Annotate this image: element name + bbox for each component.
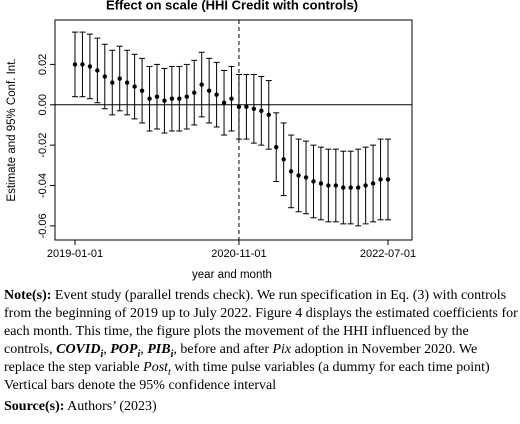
- point: [102, 74, 108, 79]
- point: [259, 108, 264, 114]
- point: [177, 96, 182, 101]
- subscript: t: [168, 366, 171, 378]
- point: [184, 94, 189, 99]
- subscript: i: [170, 348, 174, 360]
- point: [311, 179, 316, 184]
- point: [326, 183, 331, 188]
- point: [236, 104, 242, 109]
- point: [162, 98, 167, 103]
- point: [318, 181, 324, 186]
- point: [124, 80, 130, 85]
- point: [139, 88, 145, 93]
- point: [87, 64, 93, 69]
- point: [199, 82, 204, 87]
- point: [355, 185, 361, 190]
- point: [117, 76, 122, 81]
- point: [206, 88, 212, 93]
- subscript: i: [100, 348, 104, 360]
- point: [221, 100, 227, 105]
- point: [132, 84, 137, 89]
- point: [348, 185, 353, 190]
- point: [229, 96, 234, 101]
- variable: COVID: [56, 342, 101, 357]
- source-label: Source(s):: [4, 399, 65, 414]
- point: [72, 62, 78, 67]
- source: Source(s): Authors’ (2023): [4, 398, 518, 416]
- y-tick-label: 0.00: [37, 94, 49, 115]
- point: [95, 68, 100, 73]
- variable: Post: [143, 360, 169, 375]
- note-text: with time pulse variables (a dummy for e…: [4, 360, 490, 393]
- point: [363, 183, 368, 188]
- notes: Note(s): Event study (parallel trends ch…: [4, 287, 518, 416]
- point: [288, 169, 294, 174]
- point: [341, 185, 346, 190]
- point: [266, 112, 271, 118]
- note: Note(s): Event study (parallel trends ch…: [4, 288, 518, 393]
- note-text: adoption in November 2020. We replace th…: [4, 342, 478, 375]
- y-tick-label: -0.04: [37, 173, 49, 198]
- y-axis-label: Estimate and 95% Conf. Int.: [6, 58, 18, 201]
- plot-frame: [54, 19, 413, 241]
- point: [251, 106, 257, 112]
- chart-title: Effect on scale (HHI Credit with control…: [106, 0, 358, 12]
- point: [370, 181, 376, 186]
- point: [154, 94, 160, 99]
- variable: Pix: [272, 342, 292, 357]
- point: [385, 177, 391, 182]
- x-tick-label: 2019-01-01: [47, 248, 103, 260]
- note-text: , before and after: [173, 342, 269, 357]
- point: [214, 92, 219, 97]
- point: [378, 177, 383, 182]
- point: [80, 62, 85, 67]
- point: [281, 157, 286, 162]
- chart: Effect on scale (HHI Credit with control…: [6, 0, 416, 281]
- y-tick-label: -0.06: [37, 213, 49, 238]
- source-text: Authors’ (2023): [67, 399, 157, 414]
- y-tick-label: -0.02: [37, 133, 49, 158]
- note-text: Event study (parallel trends check). We …: [4, 288, 518, 357]
- point: [147, 96, 152, 101]
- point: [303, 175, 309, 180]
- point: [110, 80, 115, 85]
- point: [244, 104, 249, 109]
- x-tick-label: 2022-07-01: [360, 248, 416, 260]
- point: [333, 183, 339, 188]
- point: [192, 90, 197, 95]
- variable: PIB: [147, 342, 171, 357]
- point: [296, 173, 301, 178]
- x-tick-label: 2020-11-01: [211, 248, 266, 260]
- variable: POP: [110, 342, 138, 357]
- y-tick-label: 0.02: [37, 54, 49, 75]
- note-label: Note(s):: [4, 288, 52, 303]
- point: [274, 144, 279, 150]
- subscript: i: [137, 348, 141, 360]
- x-axis-label: year and month: [192, 269, 272, 281]
- point: [169, 96, 175, 101]
